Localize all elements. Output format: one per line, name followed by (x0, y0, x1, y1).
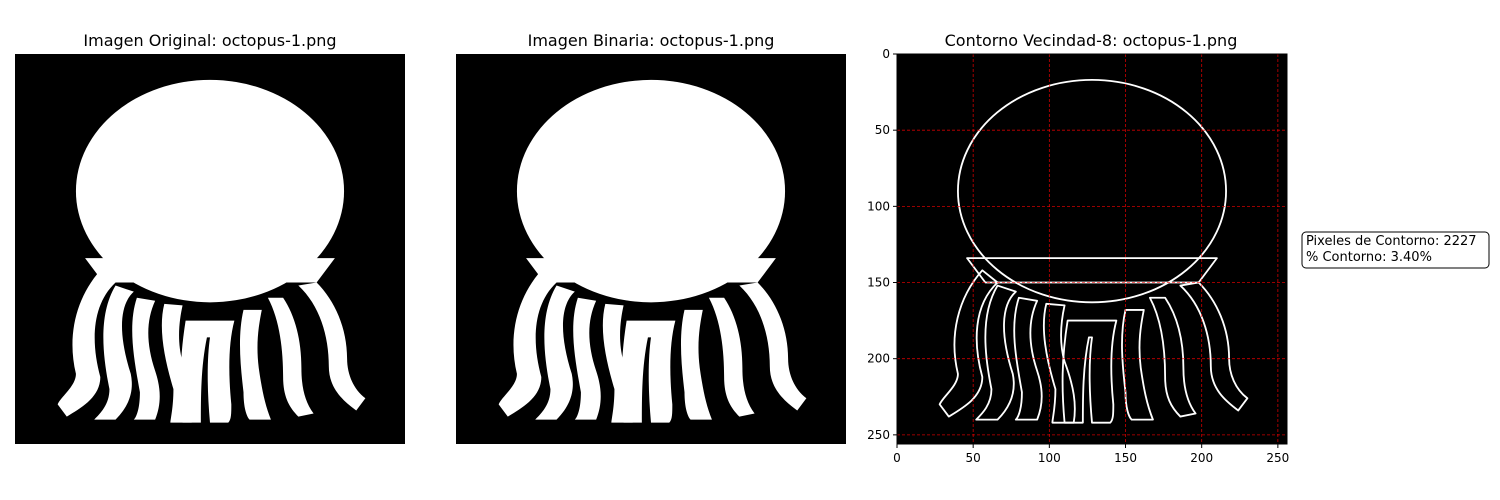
y-tick-label: 50 (875, 123, 890, 137)
y-tick-label: 100 (867, 199, 890, 213)
contour-stats-box: Pixeles de Contorno: 2227 % Contorno: 3.… (1301, 231, 1490, 269)
y-tick-label: 150 (867, 276, 890, 290)
x-tick-label: 0 (893, 451, 901, 465)
original-image (15, 54, 405, 444)
x-tick-label: 150 (1114, 451, 1137, 465)
y-tick-label: 250 (867, 428, 890, 442)
contour-image-panel: Contorno Vecindad-8: octopus-1.png 0 50 10… (867, 31, 1289, 465)
contour-image-title: Contorno Vecindad-8: octopus-1.png (945, 31, 1238, 50)
contour-percentage: % Contorno: 3.40% (1306, 250, 1432, 265)
binary-image (456, 54, 846, 444)
y-tick-label: 200 (867, 352, 890, 366)
contour-x-axis: 0 50 100 150 200 250 (893, 444, 1289, 465)
original-image-panel: Imagen Original: octopus-1.png (15, 31, 405, 444)
x-tick-label: 100 (1038, 451, 1061, 465)
binary-image-panel: Imagen Binaria: octopus-1.png (456, 31, 846, 444)
original-image-title: Imagen Original: octopus-1.png (83, 31, 336, 50)
contour-image (897, 54, 1287, 444)
y-tick-label: 0 (882, 47, 890, 61)
x-tick-label: 200 (1190, 451, 1213, 465)
x-tick-label: 250 (1266, 451, 1289, 465)
x-tick-label: 50 (966, 451, 981, 465)
contour-pixel-count: Pixeles de Contorno: 2227 (1306, 234, 1477, 249)
binary-image-title: Imagen Binaria: octopus-1.png (528, 31, 775, 50)
contour-y-axis: 0 50 100 150 200 250 (867, 47, 897, 442)
contour-axes-frame (896, 53, 1288, 445)
